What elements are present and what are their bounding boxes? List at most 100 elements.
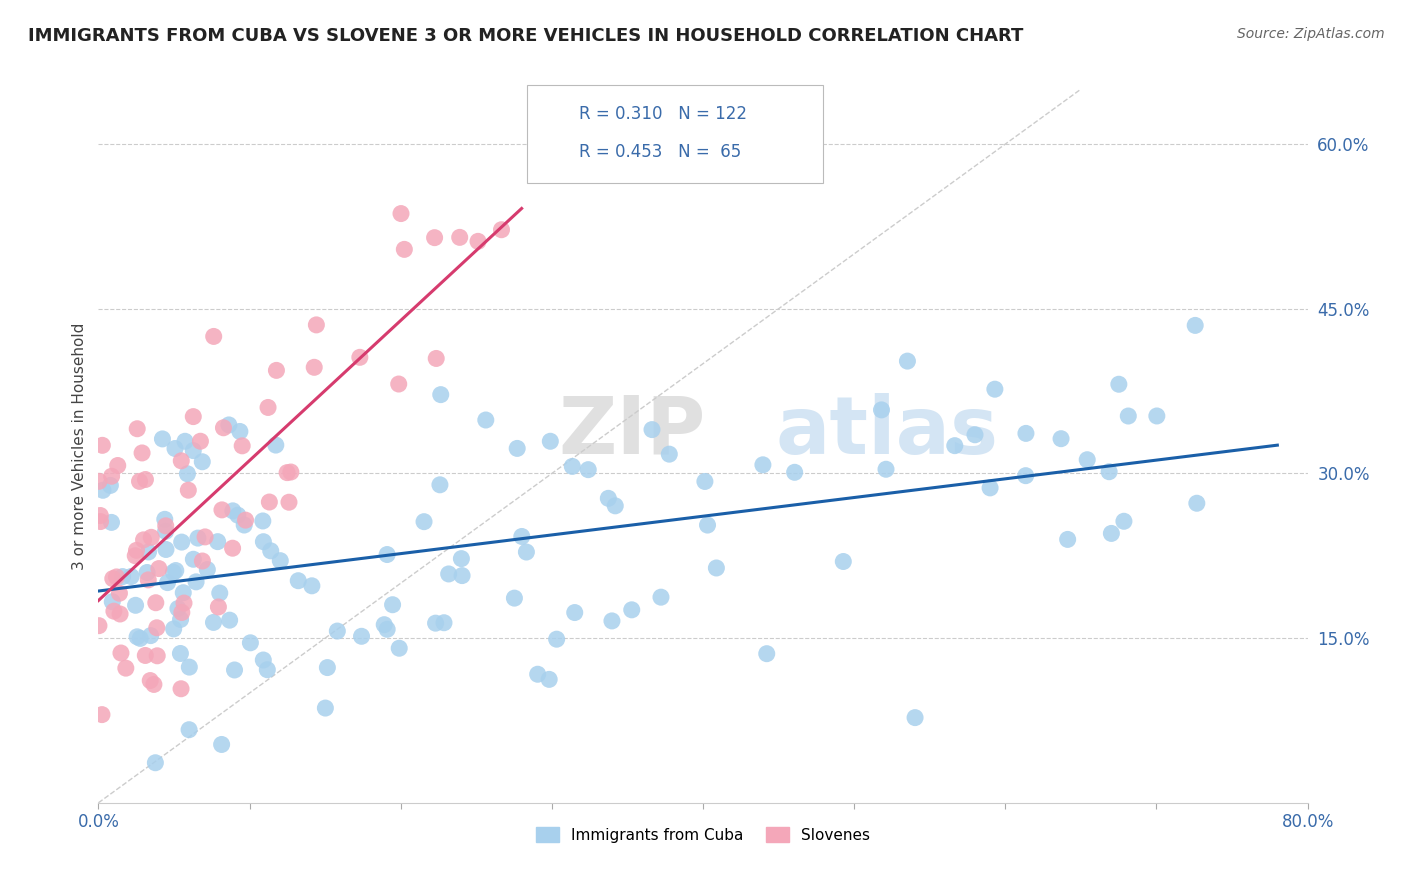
Slovenes [108,586,131,600]
Immigrants from Cuba [510,529,533,543]
Immigrants from Cuba [598,491,620,506]
Immigrants from Cuba [111,569,134,583]
Immigrants from Cuba [576,463,599,477]
Immigrants from Cuba [187,531,209,545]
Immigrants from Cuba [546,632,568,647]
Immigrants from Cuba [538,434,561,449]
Slovenes [212,421,235,435]
Immigrants from Cuba [755,647,778,661]
Immigrants from Cuba [1099,526,1122,541]
Immigrants from Cuba [165,564,187,578]
Immigrants from Cuba [195,563,218,577]
Immigrants from Cuba [870,403,893,417]
Slovenes [194,530,217,544]
Y-axis label: 3 or more Vehicles in Household: 3 or more Vehicles in Household [72,322,87,570]
Immigrants from Cuba [1116,409,1139,423]
Immigrants from Cuba [429,478,451,492]
Immigrants from Cuba [600,614,623,628]
Immigrants from Cuba [1146,409,1168,423]
Slovenes [114,661,136,675]
Slovenes [235,513,257,527]
Slovenes [91,438,114,452]
Slovenes [170,454,193,468]
Immigrants from Cuba [167,601,190,615]
Slovenes [190,434,212,449]
Slovenes [145,596,167,610]
Immigrants from Cuba [375,548,398,562]
Immigrants from Cuba [832,554,855,568]
Slovenes [141,530,163,544]
Immigrants from Cuba [373,617,395,632]
Immigrants from Cuba [174,434,197,449]
Immigrants from Cuba [1108,377,1130,392]
Immigrants from Cuba [145,756,167,770]
Immigrants from Cuba [100,516,122,530]
Immigrants from Cuba [177,723,200,737]
Slovenes [202,329,225,343]
Immigrants from Cuba [264,438,287,452]
Slovenes [131,446,153,460]
Slovenes [278,495,301,509]
Slovenes [127,422,149,436]
Slovenes [90,515,112,529]
Slovenes [100,469,122,483]
Slovenes [170,606,193,620]
Immigrants from Cuba [224,663,246,677]
Slovenes [107,458,129,473]
Slovenes [276,466,298,480]
Immigrants from Cuba [1076,452,1098,467]
Immigrants from Cuba [1185,496,1208,510]
Immigrants from Cuba [152,432,174,446]
Immigrants from Cuba [506,442,529,456]
Immigrants from Cuba [170,535,193,549]
Immigrants from Cuba [181,443,204,458]
Immigrants from Cuba [1056,533,1078,547]
Immigrants from Cuba [605,499,627,513]
Slovenes [280,465,302,479]
Immigrants from Cuba [1050,432,1073,446]
Slovenes [155,518,177,533]
Immigrants from Cuba [381,598,404,612]
Immigrants from Cuba [256,663,278,677]
Slovenes [231,439,253,453]
Slovenes [87,475,110,489]
Slovenes [349,351,371,365]
Immigrants from Cuba [136,566,159,580]
Immigrants from Cuba [127,630,149,644]
Immigrants from Cuba [326,624,349,638]
Text: IMMIGRANTS FROM CUBA VS SLOVENE 3 OR MORE VEHICLES IN HOUSEHOLD CORRELATION CHAR: IMMIGRANTS FROM CUBA VS SLOVENE 3 OR MOR… [28,27,1024,45]
Immigrants from Cuba [301,579,323,593]
Immigrants from Cuba [984,382,1007,396]
Immigrants from Cuba [260,544,283,558]
Immigrants from Cuba [202,615,225,630]
Slovenes [134,648,156,663]
Immigrants from Cuba [375,622,398,636]
Immigrants from Cuba [658,447,681,461]
Slovenes [124,549,146,563]
Immigrants from Cuba [641,423,664,437]
Immigrants from Cuba [413,515,436,529]
Immigrants from Cuba [783,465,806,479]
Slovenes [87,618,110,632]
Slovenes [110,646,132,660]
Slovenes [177,483,200,498]
Immigrants from Cuba [1112,514,1135,528]
Slovenes [89,508,111,523]
Immigrants from Cuba [218,417,240,432]
Immigrants from Cuba [91,483,114,498]
Slovenes [148,561,170,575]
Immigrants from Cuba [620,603,643,617]
Text: R = 0.310   N = 122: R = 0.310 N = 122 [579,105,747,123]
Slovenes [257,401,280,415]
Slovenes [142,677,165,691]
Immigrants from Cuba [163,622,186,636]
Immigrants from Cuba [515,545,537,559]
Immigrants from Cuba [269,554,291,568]
Immigrants from Cuba [229,425,252,439]
Immigrants from Cuba [155,542,177,557]
Slovenes [170,681,193,696]
Immigrants from Cuba [176,467,198,481]
Immigrants from Cuba [693,475,716,489]
Slovenes [425,351,447,366]
Immigrants from Cuba [526,667,548,681]
